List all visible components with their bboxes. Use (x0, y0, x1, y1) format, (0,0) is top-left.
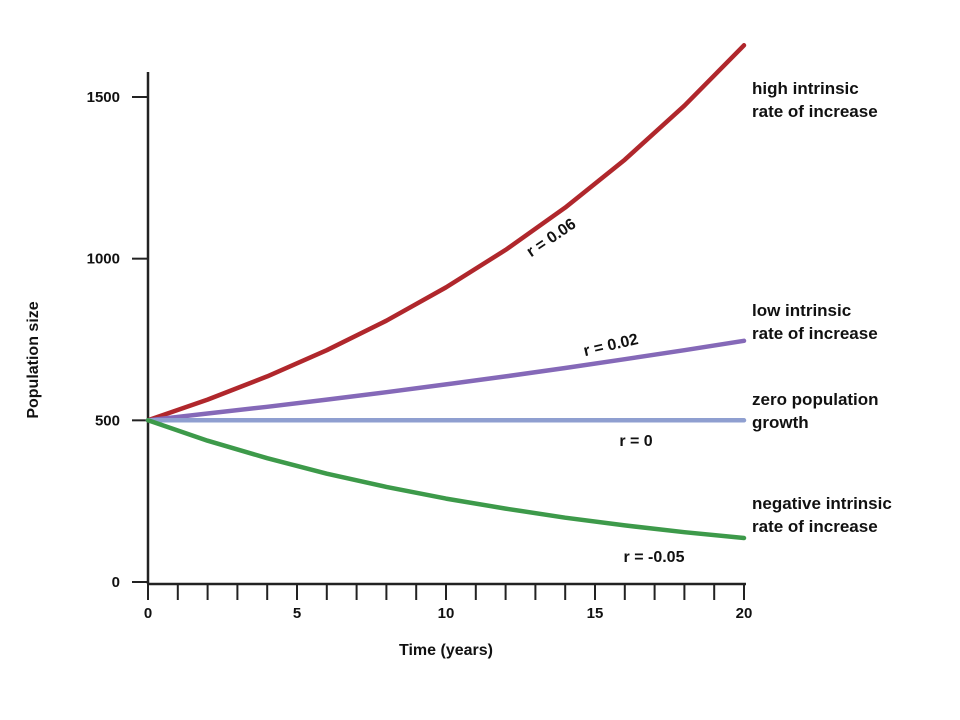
x-ticks: 0 5 10 15 20 (144, 584, 753, 622)
x-tick-label: 15 (587, 605, 604, 622)
description-negative: negative intrinsic (752, 494, 892, 513)
description-high: high intrinsic (752, 79, 859, 98)
description-zero: zero population (752, 390, 879, 409)
x-tick-label: 0 (144, 605, 152, 622)
x-tick-label: 20 (736, 605, 753, 622)
curve-low (145, 338, 747, 423)
y-tick-label: 1500 (87, 89, 120, 106)
axes: 0 5 10 15 20 0 500 1000 1500 (87, 72, 753, 622)
y-tick-label: 0 (112, 574, 120, 591)
y-axis-title: Population size (25, 301, 42, 418)
description-high: rate of increase (752, 102, 878, 121)
y-tick-label: 1000 (87, 251, 120, 268)
y-tick-label: 500 (95, 412, 120, 429)
description-negative: rate of increase (752, 517, 878, 536)
growth-curves (145, 43, 747, 541)
curve-negative (145, 418, 747, 541)
r-label-zero: r = 0 (619, 433, 652, 450)
description-zero: growth (752, 413, 809, 432)
r-label-negative: r = -0.05 (624, 549, 685, 566)
x-tick-label: 10 (438, 605, 455, 622)
x-axis-title: Time (years) (399, 642, 493, 659)
r-label-low: r = 0.02 (582, 331, 640, 360)
curve-high (145, 43, 747, 423)
description-low: rate of increase (752, 324, 878, 343)
x-tick-label: 5 (293, 605, 301, 622)
description-low: low intrinsic (752, 301, 851, 320)
side-labels: high intrinsic rate of increase low intrin… (752, 79, 892, 536)
r-label-high: r = 0.06 (524, 216, 580, 261)
y-ticks: 0 500 1000 1500 (87, 89, 148, 591)
